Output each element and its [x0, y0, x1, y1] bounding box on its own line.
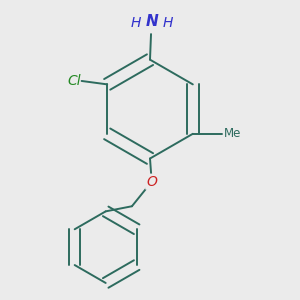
- Text: Me: Me: [224, 127, 241, 140]
- Text: N: N: [145, 14, 158, 29]
- Text: O: O: [146, 175, 157, 189]
- Text: Cl: Cl: [67, 74, 81, 88]
- Text: H: H: [162, 16, 172, 30]
- Text: H: H: [130, 16, 141, 30]
